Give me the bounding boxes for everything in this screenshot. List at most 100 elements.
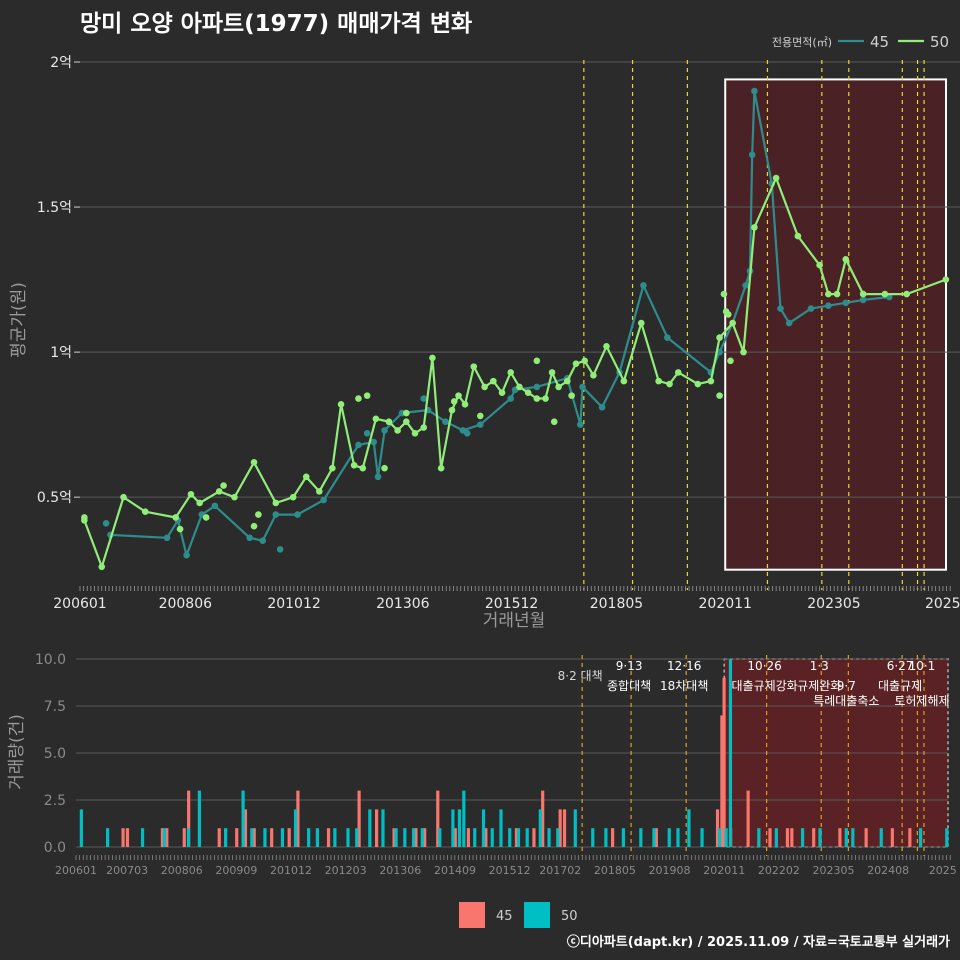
x-tick-label: 201203 [325,864,367,877]
bar-50 [604,828,608,847]
data-point-50 [533,395,541,402]
data-point-45 [751,87,758,95]
bar-45 [160,828,165,847]
data-point-50 [381,464,388,472]
y-tick-label: 7.5 [44,699,66,715]
data-point-50 [716,334,723,341]
data-point-45 [259,537,267,544]
bar-50 [499,809,503,847]
bar-45 [287,828,291,847]
data-point-50 [533,357,541,365]
data-point-50 [372,415,380,423]
bar-50 [945,828,949,847]
data-point-45 [476,421,484,428]
highlight-region [724,78,948,571]
x-tick-label: 202408 [867,864,909,877]
legend-label-45: 45 [870,33,889,51]
bar-50 [403,828,407,847]
data-point-45 [640,282,647,289]
data-point-45 [355,441,362,449]
data-point-50 [196,499,203,507]
data-point-50 [516,383,523,391]
data-point-50 [141,508,149,515]
data-point-50 [674,369,682,376]
bar-50 [462,790,466,847]
data-point-50 [881,290,889,298]
data-point-50 [448,406,456,414]
bar-50 [263,828,267,847]
bar-45 [908,828,912,847]
data-point-50 [720,290,728,298]
data-point-50 [581,357,589,365]
data-point-50 [187,490,195,498]
x-tick-label: 202202 [758,864,800,877]
data-point-50 [450,398,458,405]
data-point-45 [381,427,388,434]
bar-45 [270,828,274,847]
bar-50 [411,828,416,847]
bar-50 [280,828,285,847]
bar-45 [243,809,248,847]
x-axis-title: 거래년월 [483,611,546,631]
policy-name-label: 특례대출축소 [813,694,879,708]
data-point-50 [437,464,445,472]
data-point-50 [429,354,436,362]
data-point-45 [664,334,671,341]
policy-name-label: 규제완화 [797,679,841,693]
bar-45 [514,828,519,847]
bar-50 [879,828,883,847]
data-point-45 [742,282,749,289]
data-point-50 [666,380,673,388]
bar-45 [654,828,658,847]
data-point-50 [355,395,362,402]
data-point-50 [289,493,297,501]
bar-50 [473,828,477,847]
y-axis-title: 거래량(건) [7,714,27,790]
x-tick-label: 2025 [929,864,957,877]
data-point-45 [363,430,371,437]
legend-label-50: 50 [561,909,578,924]
bar-50 [451,809,455,847]
bar-45 [715,809,720,847]
data-point-45 [320,496,327,504]
bar-45 [558,809,562,847]
bar-45 [746,790,750,847]
bar-45 [532,828,536,847]
data-point-50 [507,369,515,376]
data-point-50 [461,401,469,408]
bar-50 [717,828,722,847]
data-point-45 [102,519,110,527]
data-point-50 [548,369,556,376]
data-point-45 [276,546,284,553]
bar-45 [125,828,130,847]
data-point-50 [942,276,950,283]
bar-45 [121,828,125,847]
x-tick-label: 201908 [649,864,691,877]
data-point-45 [825,302,832,309]
bar-50 [728,659,733,847]
legend-title: 전용면적(㎡) [772,36,832,49]
data-point-50 [572,360,580,368]
policy-date-label: 1·3 [810,659,829,673]
x-tick-label: 200806 [159,596,213,612]
bar-45 [296,790,300,847]
data-point-45 [211,502,219,510]
policy-name-label: 18차대책 [660,678,708,693]
data-point-50 [394,427,401,434]
bar-50 [573,809,577,847]
x-tick-label: 200601 [55,864,97,877]
data-point-50 [481,383,488,391]
y-tick-label: 2억 [50,55,72,71]
data-point-45 [272,511,280,518]
bar-45 [392,828,396,847]
bar-45 [720,715,724,847]
x-tick-label: 202011 [699,596,752,612]
bar-50 [800,828,805,847]
bar-50 [652,828,656,847]
data-point-50 [250,459,258,466]
data-point-50 [176,525,184,533]
x-tick-label: 201805 [594,864,636,877]
data-point-50 [359,464,367,472]
bar-45 [187,790,191,847]
